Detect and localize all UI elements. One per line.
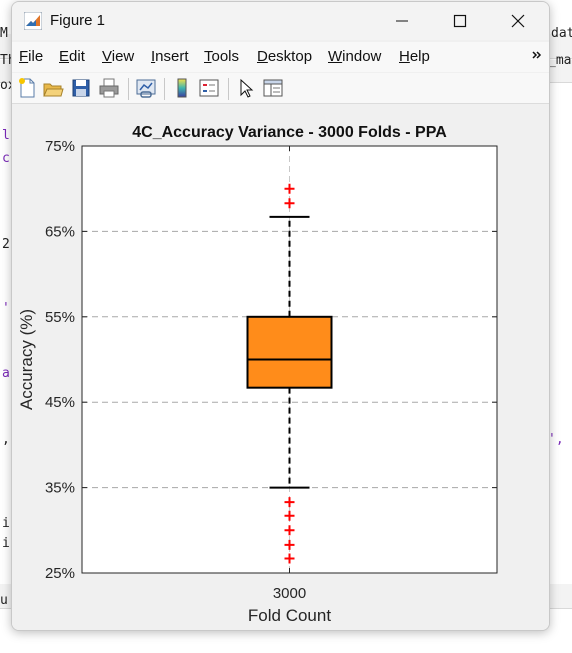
outlier-marker <box>284 539 295 550</box>
chart-title: 4C_Accuracy Variance - 3000 Folds - PPA <box>132 124 447 141</box>
menu-access-key: F <box>19 48 29 65</box>
background-text-fragment: a <box>2 366 10 381</box>
toolbar-separator <box>128 78 129 100</box>
background-text-fragment: l <box>2 128 10 143</box>
menu-access-key: T <box>204 48 212 65</box>
menu-help[interactable]: Help <box>399 48 430 65</box>
outlier-marker <box>284 525 295 536</box>
title-bar[interactable]: Figure 1 <box>12 2 549 40</box>
menu-label-rest: nsert <box>155 48 189 65</box>
figure-toolbar <box>12 73 549 104</box>
background-text-fragment: u <box>0 593 8 608</box>
menu-file[interactable]: File <box>19 48 43 65</box>
background-text-fragment: i <box>2 536 10 551</box>
matlab-figure-icon <box>24 12 42 30</box>
link-plot-icon[interactable] <box>135 77 157 99</box>
menu-window[interactable]: Window <box>328 48 381 65</box>
outlier-marker <box>284 183 295 194</box>
menu-access-key: E <box>59 48 70 65</box>
menu-overflow-icon[interactable] <box>530 48 542 62</box>
menu-label-rest: ile <box>28 48 44 65</box>
y-tick-label: 25% <box>45 565 75 582</box>
menu-access-key: D <box>257 48 268 65</box>
y-tick-label: 75% <box>45 138 75 155</box>
outlier-marker <box>284 198 295 209</box>
background-text-fragment: i <box>2 516 10 531</box>
menu-label-rest: dit <box>69 48 85 65</box>
y-axis-label: Accuracy (%) <box>17 309 36 410</box>
boxplot-chart: 25% 35% 45% 55% 65% 75% 3000 Fold Count Accuracy… <box>17 124 498 625</box>
menu-access-key: V <box>102 48 112 65</box>
menu-label-rest: iew <box>111 48 135 65</box>
background-text-fragment: _ma <box>548 53 572 68</box>
menu-insert[interactable]: Insert <box>151 48 189 65</box>
menu-access-key: I <box>151 48 156 65</box>
close-icon <box>511 14 525 28</box>
outlier-marker <box>284 497 295 508</box>
menu-view[interactable]: View <box>102 48 134 65</box>
y-tick-label: 55% <box>45 309 75 326</box>
menu-label-rest: elp <box>409 48 430 65</box>
menu-label-rest: esktop <box>267 48 313 65</box>
menu-access-key: H <box>399 48 410 65</box>
maximize-button[interactable] <box>431 2 489 40</box>
figure-canvas[interactable]: 25% 35% 45% 55% 65% 75% 3000 Fold Count Accuracy… <box>12 104 549 630</box>
menu-label-rest: ools <box>211 48 240 65</box>
y-tick-label: 35% <box>45 480 75 497</box>
outlier-marker <box>284 510 295 521</box>
open-file-icon[interactable] <box>42 77 64 99</box>
toolbar-separator <box>228 78 229 100</box>
background-text-fragment: c <box>2 151 10 166</box>
y-tick-label: 45% <box>45 394 75 411</box>
background-text-fragment: ', <box>548 432 564 447</box>
minimize-button[interactable] <box>373 2 431 40</box>
menu-tools[interactable]: Tools <box>204 48 239 65</box>
menu-edit[interactable]: Edit <box>59 48 85 65</box>
minimize-icon <box>396 20 408 22</box>
property-inspector-icon[interactable] <box>262 77 284 99</box>
figure-window: Figure 1 File Edit View Insert Tools Desktop W… <box>11 1 550 631</box>
interquartile-box <box>246 315 333 389</box>
background-text-fragment: ' <box>2 301 10 316</box>
print-icon[interactable] <box>98 77 120 99</box>
background-text-fragment: 2 <box>2 237 10 252</box>
background-text-fragment: dat <box>551 26 572 41</box>
select-pointer-icon[interactable] <box>235 77 257 99</box>
new-figure-icon[interactable] <box>16 77 38 99</box>
menu-bar: File Edit View Insert Tools Desktop Window Help <box>12 42 549 72</box>
save-icon[interactable] <box>70 77 92 99</box>
window-title: Figure 1 <box>50 12 106 29</box>
background-text-fragment: , <box>2 432 10 447</box>
maximize-icon <box>453 14 467 28</box>
outlier-marker <box>284 553 295 564</box>
menu-desktop[interactable]: Desktop <box>257 48 312 65</box>
background-text-fragment: M <box>0 26 8 41</box>
colorbar-icon[interactable] <box>171 77 193 99</box>
legend-icon[interactable] <box>198 77 220 99</box>
menu-label-rest: indow <box>342 48 382 65</box>
toolbar-separator <box>164 78 165 100</box>
close-button[interactable] <box>489 2 547 40</box>
x-tick-label: 3000 <box>273 585 306 602</box>
y-tick-label: 65% <box>45 223 75 240</box>
x-axis-label: Fold Count <box>248 606 331 625</box>
menu-access-key: W <box>328 48 343 65</box>
